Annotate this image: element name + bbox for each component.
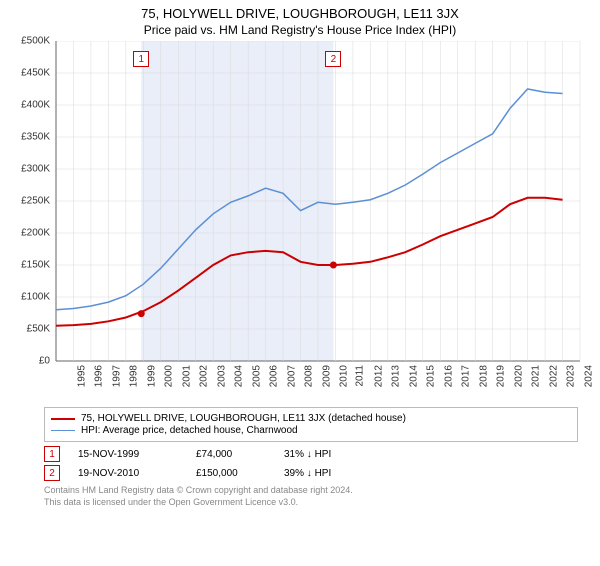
x-tick-label: 2012 bbox=[373, 365, 384, 387]
x-tick-label: 2016 bbox=[443, 365, 454, 387]
chart-annotation-1: 1 bbox=[133, 51, 149, 67]
x-tick-label: 2003 bbox=[216, 365, 227, 387]
x-tick-label: 2006 bbox=[268, 365, 279, 387]
transaction-date: 15-NOV-1999 bbox=[78, 449, 178, 460]
x-tick-label: 2024 bbox=[583, 365, 594, 387]
x-tick-label: 2017 bbox=[461, 365, 472, 387]
x-tick-label: 2005 bbox=[251, 365, 262, 387]
x-tick-label: 2000 bbox=[164, 365, 175, 387]
x-tick-label: 2007 bbox=[286, 365, 297, 387]
x-tick-label: 2022 bbox=[548, 365, 559, 387]
legend-swatch bbox=[51, 418, 75, 420]
price-marker bbox=[330, 262, 337, 269]
x-tick-label: 1998 bbox=[129, 365, 140, 387]
x-tick-label: 2013 bbox=[391, 365, 402, 387]
x-tick-label: 2004 bbox=[233, 365, 244, 387]
x-tick-label: 2019 bbox=[495, 365, 506, 387]
transaction-price: £150,000 bbox=[196, 468, 266, 479]
x-tick-label: 1996 bbox=[94, 365, 105, 387]
chart-title: 75, HOLYWELL DRIVE, LOUGHBOROUGH, LE11 3… bbox=[0, 6, 600, 21]
x-tick-label: 1999 bbox=[146, 365, 157, 387]
x-tick-label: 1997 bbox=[111, 365, 122, 387]
legend: 75, HOLYWELL DRIVE, LOUGHBOROUGH, LE11 3… bbox=[44, 407, 578, 442]
legend-item: 75, HOLYWELL DRIVE, LOUGHBOROUGH, LE11 3… bbox=[51, 413, 571, 424]
chart-annotation-2: 2 bbox=[325, 51, 341, 67]
legend-swatch bbox=[51, 430, 75, 431]
transaction-num: 1 bbox=[44, 446, 60, 462]
transaction-row: 1 15-NOV-1999 £74,000 31% ↓ HPI bbox=[44, 446, 578, 462]
x-tick-label: 2009 bbox=[321, 365, 332, 387]
chart-area: £0£50K£100K£150K£200K£250K£300K£350K£400… bbox=[10, 41, 590, 401]
legend-label: HPI: Average price, detached house, Char… bbox=[81, 425, 298, 436]
footnote-line: Contains HM Land Registry data © Crown c… bbox=[44, 485, 578, 497]
transactions-table: 1 15-NOV-1999 £74,000 31% ↓ HPI 2 19-NOV-2010… bbox=[44, 446, 578, 481]
footnote: Contains HM Land Registry data © Crown c… bbox=[44, 485, 578, 508]
x-tick-label: 1995 bbox=[76, 365, 87, 387]
transaction-pct-vs-hpi: 39% ↓ HPI bbox=[284, 468, 394, 479]
chart-subtitle: Price paid vs. HM Land Registry's House … bbox=[0, 23, 600, 37]
footnote-line: This data is licensed under the Open Gov… bbox=[44, 497, 578, 509]
legend-label: 75, HOLYWELL DRIVE, LOUGHBOROUGH, LE11 3… bbox=[81, 413, 406, 424]
transaction-date: 19-NOV-2010 bbox=[78, 468, 178, 479]
x-tick-label: 2002 bbox=[199, 365, 210, 387]
transaction-num: 2 bbox=[44, 465, 60, 481]
x-tick-label: 2018 bbox=[478, 365, 489, 387]
x-tick-label: 2008 bbox=[303, 365, 314, 387]
x-tick-label: 2021 bbox=[530, 365, 541, 387]
transaction-row: 2 19-NOV-2010 £150,000 39% ↓ HPI bbox=[44, 465, 578, 481]
legend-item: HPI: Average price, detached house, Char… bbox=[51, 425, 571, 436]
chart-svg bbox=[10, 41, 590, 363]
transaction-pct-vs-hpi: 31% ↓ HPI bbox=[284, 449, 394, 460]
x-tick-label: 2010 bbox=[338, 365, 349, 387]
x-tick-label: 2020 bbox=[513, 365, 524, 387]
transaction-price: £74,000 bbox=[196, 449, 266, 460]
x-tick-label: 2014 bbox=[408, 365, 419, 387]
x-tick-label: 2023 bbox=[565, 365, 576, 387]
x-tick-label: 2015 bbox=[426, 365, 437, 387]
x-tick-label: 2001 bbox=[181, 365, 192, 387]
x-tick-label: 2011 bbox=[355, 365, 366, 387]
price-marker bbox=[138, 310, 145, 317]
